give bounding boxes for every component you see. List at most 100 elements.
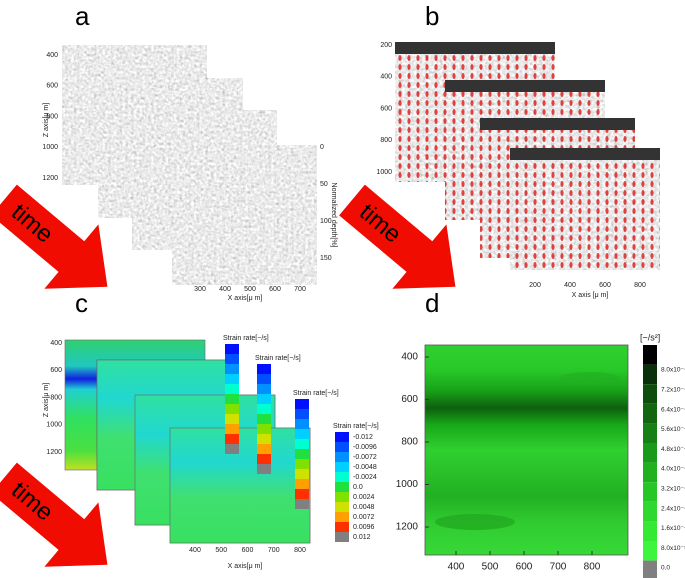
slab-fill <box>169 427 311 544</box>
colorbar-cell <box>225 344 239 354</box>
x-tick-label: 500 <box>244 286 256 293</box>
colorbar-cell <box>335 532 349 542</box>
colorbar-tick-label: 8.0x10⁻⁴ <box>661 367 685 374</box>
colorbar-tick-label: -0.012 <box>353 434 373 441</box>
y-tick-label: 600 <box>401 394 418 405</box>
colorbar-cell <box>257 424 271 434</box>
colorbar-cell <box>257 464 271 474</box>
colorbar-cell <box>295 489 309 499</box>
colorbar-cell <box>335 462 349 472</box>
top-band <box>510 148 660 160</box>
colorbar-tick-label: 0.012 <box>353 534 371 541</box>
colorbar-tick-label: 0.0096 <box>353 524 375 531</box>
colorbar-cell <box>257 404 271 414</box>
colorbar-tick-label: 0.0024 <box>353 494 375 501</box>
colorbar-title: Strain rate[−/s] <box>293 390 339 397</box>
colorbar-cell <box>643 482 657 502</box>
colorbar-cell <box>225 434 239 444</box>
x-axis-label: X axis[μ m] <box>228 295 263 302</box>
colorbar-cell <box>257 434 271 444</box>
colorbar-cell <box>335 442 349 452</box>
z-axis-label: Z axis[μ m] <box>43 383 50 417</box>
colorbar-cell <box>257 374 271 384</box>
colorbar-cell <box>257 364 271 374</box>
colorbar-cell <box>335 492 349 502</box>
x-tick-label: 500 <box>482 562 499 573</box>
colorbar-cell <box>295 409 309 419</box>
colorbar-title: [−/s²] <box>640 332 660 342</box>
colorbar-cell <box>295 439 309 449</box>
y-tick-label: 400 <box>401 352 418 363</box>
colorbar-cell <box>225 444 239 454</box>
x-axis-label: X axis [μ m] <box>572 292 609 299</box>
z-tick-label: 400 <box>50 340 62 347</box>
colorbar-cell <box>335 522 349 532</box>
panel-label: c <box>75 288 88 318</box>
colorbar-cell <box>295 459 309 469</box>
colorbar-cell <box>225 414 239 424</box>
x-tick-label: 400 <box>564 282 576 289</box>
colorbar-title: Strain rate[−/s] <box>255 355 301 362</box>
colorbar-tick-label: -0.0024 <box>353 474 377 481</box>
x-tick-label: 600 <box>269 286 281 293</box>
z-tick-label: 1200 <box>46 449 62 456</box>
colorbar-cell <box>643 462 657 483</box>
z-tick-label: 600 <box>46 83 58 90</box>
arrow-shape <box>0 462 108 567</box>
colorbar-cell <box>643 345 657 365</box>
colorbar-cell <box>257 454 271 464</box>
z-tick-label: 400 <box>46 52 58 59</box>
colorbar-cell <box>295 429 309 439</box>
x-tick-label: 400 <box>189 547 201 554</box>
colorbar-cell <box>335 472 349 482</box>
colorbar-cell <box>643 423 657 443</box>
colorbar-cell <box>643 541 657 561</box>
panel-label: b <box>425 1 439 31</box>
colorbar-tick-label: 8.0x10⁻⁵ <box>661 545 685 552</box>
top-band <box>395 42 555 54</box>
contour-blob <box>435 514 515 530</box>
z-tick-label: 1000 <box>376 169 392 176</box>
depth-axis-label: Normalized depth[%] <box>330 183 337 248</box>
x-tick-label: 700 <box>294 286 306 293</box>
x-tick-label: 700 <box>550 562 567 573</box>
colorbar-cell <box>643 560 657 578</box>
colorbar-cell <box>225 374 239 384</box>
colorbar-cell <box>295 499 309 509</box>
x-tick-label: 600 <box>516 562 533 573</box>
colorbar-tick-label: -0.0096 <box>353 444 377 451</box>
colorbar-cell <box>335 452 349 462</box>
colorbar-cell <box>643 384 657 404</box>
x-tick-label: 300 <box>194 286 206 293</box>
colorbar-tick-label: 6.4x10⁻⁴ <box>661 406 685 413</box>
z-tick-label: 1000 <box>46 422 62 429</box>
colorbar-tick-label: 4.0x10⁻⁴ <box>661 466 685 473</box>
colorbar-cell <box>295 469 309 479</box>
colorbar-tick-label: 2.4x10⁻⁴ <box>661 505 685 512</box>
colorbar-cell <box>225 424 239 434</box>
x-tick-label: 600 <box>599 282 611 289</box>
colorbar-cell <box>643 403 657 424</box>
colorbar-cell <box>643 364 657 385</box>
x-tick-label: 800 <box>634 282 646 289</box>
x-tick-label: 800 <box>294 547 306 554</box>
colorbar-tick-label: 1.6x10⁻⁴ <box>661 525 685 532</box>
colorbar-tick-label: 0.0072 <box>353 514 375 521</box>
depth-tick-label: 50 <box>320 181 328 188</box>
colorbar-cell <box>225 354 239 364</box>
colorbar-tick-label: 7.2x10⁻⁴ <box>661 387 685 394</box>
overlay <box>510 160 660 270</box>
top-band <box>445 80 605 92</box>
colorbar-cell <box>643 443 657 463</box>
top-band <box>480 118 635 130</box>
colorbar-tick-label: 5.6x10⁻⁴ <box>661 426 685 433</box>
colorbar-cell <box>335 432 349 442</box>
depth-tick-label: 0 <box>320 144 324 151</box>
colorbar-cell <box>257 394 271 404</box>
z-tick-label: 800 <box>50 394 62 401</box>
colorbar-title: Strain rate[−/s] <box>223 335 269 342</box>
colorbar-tick-label: -0.0072 <box>353 454 377 461</box>
z-tick-label: 600 <box>380 105 392 112</box>
colorbar-cell <box>225 364 239 374</box>
